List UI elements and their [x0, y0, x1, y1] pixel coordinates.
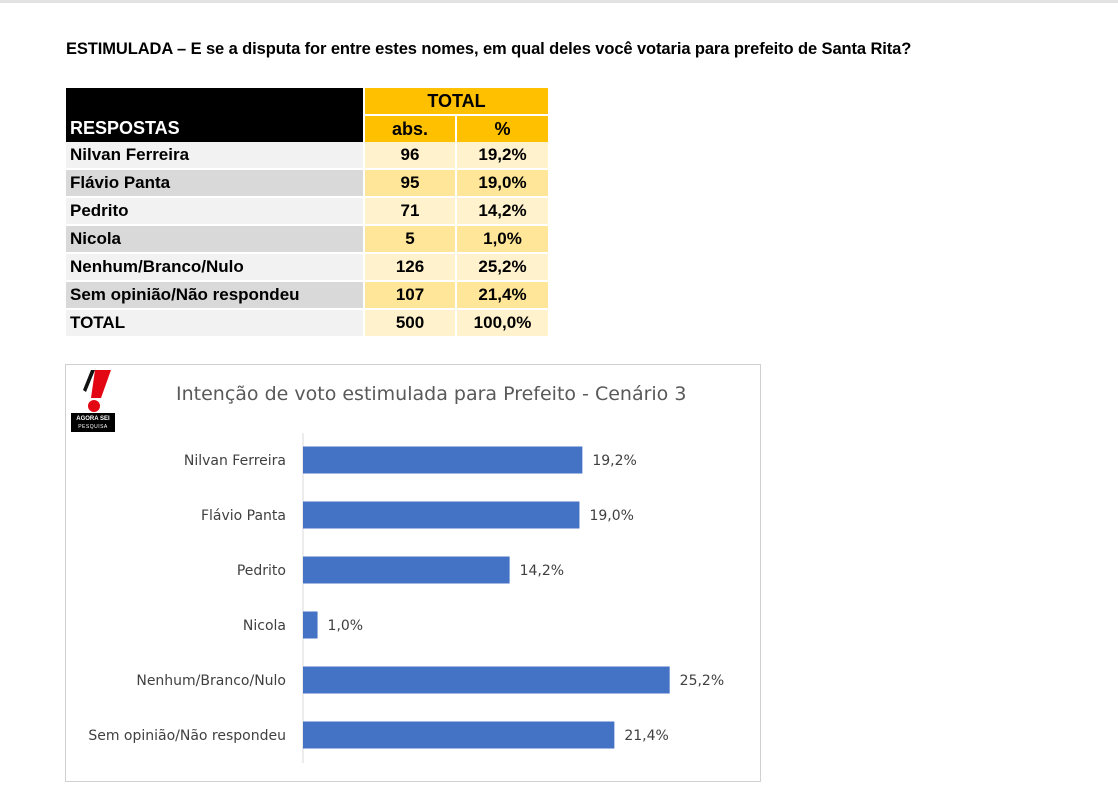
row-abs: 71 [365, 198, 455, 224]
table-row: Nicola 5 1,0% [66, 226, 548, 254]
row-name: Nicola [66, 226, 363, 252]
header-total: TOTAL [365, 88, 548, 114]
row-pct: 19,0% [457, 170, 548, 196]
top-border [0, 0, 1118, 3]
bar [303, 446, 583, 474]
total-label: TOTAL [66, 310, 363, 336]
bar [303, 721, 615, 749]
header-respostas: RESPOSTAS [70, 118, 180, 138]
logo-line1: AGORA SEI [76, 416, 110, 422]
table-total-row: TOTAL 500 100,0% [66, 310, 548, 338]
question-text: ESTIMULADA – E se a disputa for entre es… [66, 40, 912, 58]
logo-line2: PESQUISA [78, 424, 108, 430]
category-label: Pedrito [237, 563, 286, 579]
chart-title: Intenção de voto estimulada para Prefeit… [176, 383, 687, 405]
category-label: Sem opinião/Não respondeu [88, 728, 286, 744]
category-label: Nicola [243, 618, 286, 634]
category-label: Nilvan Ferreira [184, 453, 286, 469]
data-label: 1,0% [328, 618, 364, 634]
bar [303, 666, 670, 694]
data-label: 21,4% [624, 728, 668, 744]
table-row: Flávio Panta 95 19,0% [66, 170, 548, 198]
row-abs: 107 [365, 282, 455, 308]
row-name: Sem opinião/Não respondeu [66, 282, 363, 308]
row-name: Pedrito [66, 198, 363, 224]
bar [303, 611, 318, 639]
row-abs: 96 [365, 142, 455, 168]
table-row: Pedrito 71 14,2% [66, 198, 548, 226]
row-abs: 126 [365, 254, 455, 280]
total-abs: 500 [365, 310, 455, 336]
row-pct: 25,2% [457, 254, 548, 280]
results-table: RESPOSTAS TOTAL abs. % Nilvan Ferreira 9… [66, 88, 548, 338]
table-row: Nilvan Ferreira 96 19,2% [66, 142, 548, 170]
row-name: Nilvan Ferreira [66, 142, 363, 168]
row-pct: 19,2% [457, 142, 548, 168]
row-pct: 14,2% [457, 198, 548, 224]
logo-text: AGORA SEI PESQUISA [71, 413, 115, 432]
data-label: 19,2% [592, 453, 636, 469]
row-name: Flávio Panta [66, 170, 363, 196]
table-header: RESPOSTAS TOTAL abs. % [66, 88, 548, 142]
table-row: Sem opinião/Não respondeu 107 21,4% [66, 282, 548, 310]
total-pct: 100,0% [457, 310, 548, 336]
data-label: 14,2% [520, 563, 564, 579]
data-label: 19,0% [589, 508, 633, 524]
header-abs: abs. [365, 116, 455, 142]
bar [303, 501, 580, 529]
exclamation-logo-icon [83, 370, 111, 412]
header-respostas-cell: RESPOSTAS [66, 88, 363, 142]
category-label: Flávio Panta [201, 508, 286, 524]
bar [303, 556, 510, 584]
agora-sei-logo: AGORA SEI PESQUISA [71, 368, 115, 432]
row-abs: 95 [365, 170, 455, 196]
chart-container: AGORA SEI PESQUISA Intenção de voto esti… [65, 364, 761, 782]
header-pct: % [457, 116, 548, 142]
category-label: Nenhum/Branco/Nulo [136, 673, 286, 689]
table-row: Nenhum/Branco/Nulo 126 25,2% [66, 254, 548, 282]
bar-chart: Nilvan Ferreira 19,2% Flávio Panta 19,0% Ped… [88, 433, 724, 763]
row-abs: 5 [365, 226, 455, 252]
row-pct: 21,4% [457, 282, 548, 308]
data-label: 25,2% [680, 673, 724, 689]
row-name: Nenhum/Branco/Nulo [66, 254, 363, 280]
row-pct: 1,0% [457, 226, 548, 252]
